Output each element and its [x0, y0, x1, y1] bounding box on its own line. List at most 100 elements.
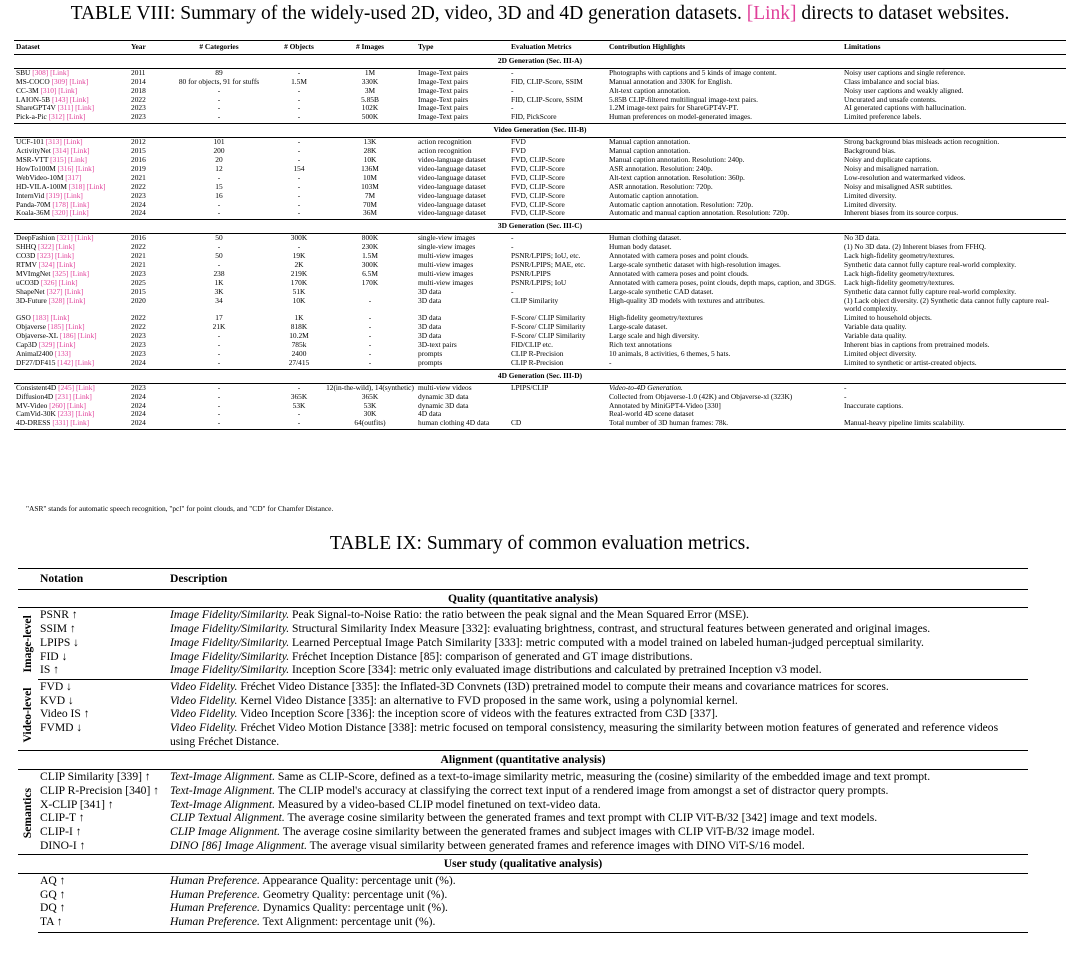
cell: - [217, 409, 221, 419]
data-row: SHHQ [322] [Link] 2022- -230K single-view i… [14, 242, 1066, 252]
description-lead: Human Preference. [170, 901, 260, 915]
cell: 2K [294, 259, 304, 269]
cell: 2012 [131, 137, 146, 147]
cell: Large-scale synthetic CAD dataset. [609, 286, 714, 296]
cell: FVD, CLIP-Score [511, 199, 565, 209]
cell: - [217, 400, 221, 410]
description-lead: Text-Image Alignment. [170, 783, 275, 797]
cell: 70M [363, 199, 377, 209]
title-text: TABLE VIII: Summary of the widely-used 2… [70, 3, 742, 24]
dataset-ref[interactable]: [310] [Link] [40, 85, 78, 95]
cell: - [368, 340, 372, 350]
dataset-ref[interactable]: [245] [Link] [58, 382, 95, 392]
dataset-cell: Objaverse [185] [Link] [14, 322, 129, 332]
dataset-ref[interactable]: [309] [Link] [51, 76, 89, 86]
cell: 2024 [129, 358, 164, 370]
dataset-ref[interactable]: [325] [Link] [52, 268, 90, 278]
dataset-ref[interactable]: [178] [Link] [52, 199, 90, 209]
dataset-ref[interactable]: [327] [Link] [46, 286, 84, 296]
description-lead: Image Fidelity/Similarity. [170, 649, 290, 663]
cell: Photographs with captions and 5 kinds of… [609, 67, 777, 77]
cell: Uncurated and unsafe contents. [844, 94, 937, 104]
section-row: User study (qualitative analysis) [18, 854, 1028, 875]
cell: 500K [324, 112, 416, 125]
notation: CLIP-T ↑ [40, 811, 85, 825]
cell: Annotated with camera poses, point cloud… [609, 277, 836, 287]
cell: 230K [361, 242, 379, 252]
table9-title: TABLE IX: Summary of common evaluation m… [329, 533, 751, 554]
cell: ASR annotation. Resolution: 720p. [609, 181, 713, 191]
dataset-ref[interactable]: [320] [Link] [51, 208, 89, 218]
cell: - [297, 382, 301, 392]
dataset-ref[interactable]: [186] [Link] [59, 331, 97, 341]
dataset-ref[interactable]: [319] [Link] [46, 190, 83, 200]
dataset-ref[interactable]: [260] [Link] [49, 400, 86, 410]
dataset-ref[interactable]: [311] [Link] [57, 103, 95, 113]
dataset-ref[interactable]: [313] [Link] [45, 137, 83, 147]
cell: - [297, 242, 301, 252]
dataset-ref[interactable]: [312] [Link] [48, 112, 86, 122]
dataset-ref[interactable]: [315] [Link] [50, 154, 87, 164]
dataset-ref[interactable]: [308] [Link] [32, 67, 69, 77]
cell: 15 [215, 181, 223, 191]
data-row: MSR-VTT [315] [Link] 2016 20-10K video-lang… [14, 154, 1066, 165]
dataset-ref[interactable]: [323] [Link] [37, 251, 74, 261]
dataset-name: UCF-101 [16, 137, 44, 147]
dataset-ref[interactable]: [133] [54, 349, 71, 358]
title-link[interactable]: [Link] [746, 3, 797, 24]
section-title: User study (qualitative analysis) [18, 854, 1028, 875]
cell: FID, CLIP-Score, SSIM [511, 94, 583, 104]
dataset-cell: MS-COCO [309] [Link] [14, 76, 129, 87]
dataset-name: MS-COCO [16, 76, 50, 86]
dataset-ref[interactable]: [142] [Link] [57, 357, 95, 367]
cell: video-language dataset [418, 181, 486, 191]
cell: Alt-text caption annotation. Resolution:… [609, 172, 745, 182]
cell: 2023 [131, 190, 146, 200]
data-row: 3D-Future [328] [Link] 2020 34 10K -3D data C… [14, 295, 1066, 315]
data-row: ShapeNet [327] [Link] 2015 3K 51K 3D data - La… [14, 286, 1066, 297]
section-row: Quality (quantitative analysis) [18, 588, 1028, 609]
section-title: Quality (quantitative analysis) [18, 588, 1028, 609]
dataset-ref[interactable]: [314] [Link] [52, 146, 90, 156]
dataset-name: uCO3D [16, 277, 39, 287]
cell: - [511, 286, 514, 296]
dataset-ref[interactable]: [183] [Link] [32, 313, 70, 323]
cell: multi-view images [418, 277, 474, 287]
dataset-ref[interactable]: [331] [Link] [52, 418, 90, 428]
section-title: 3D Generation (Sec. III-C) [14, 219, 1066, 235]
cell: PSNR/LPIPS; MAE, etc. [511, 259, 586, 269]
description: Image Fidelity/Similarity. Inception Sco… [168, 663, 1028, 680]
cell: FID, PickScore [509, 112, 607, 125]
dataset-ref[interactable]: [143] [Link] [51, 94, 89, 104]
dataset-ref[interactable]: [329] [Link] [38, 340, 76, 350]
cell: 2025 [131, 277, 146, 287]
data-row: InternVid [319] [Link] 2023 16-7M video-lan… [14, 190, 1066, 201]
cell: - [217, 242, 221, 252]
dataset-ref[interactable]: [317] [65, 172, 82, 182]
description-text: The CLIP model's accuracy at classifying… [277, 783, 889, 797]
dataset-ref[interactable]: [321] [Link] [56, 233, 94, 243]
cell: multi-view images [418, 259, 474, 269]
cell: - [217, 340, 221, 350]
dataset-ref[interactable]: [322] [Link] [37, 242, 75, 252]
cell: High-quality 3D models with textures and… [609, 295, 765, 305]
description-lead: CLIP Image Alignment. [170, 824, 281, 838]
dataset-ref[interactable]: [231] [Link] [55, 391, 92, 401]
dataset-ref[interactable]: [324] [Link] [38, 259, 76, 269]
dataset-ref[interactable]: [328] [Link] [48, 295, 86, 305]
cell: 2011 [131, 67, 146, 77]
dataset-ref[interactable]: [326] [Link] [40, 277, 78, 287]
dataset-cell: Cap3D [329] [Link] [14, 340, 129, 350]
metric-row: KVD ↓ Video Fidelity. Kernel Video Distan… [18, 694, 1028, 708]
cell: - [324, 358, 416, 370]
notation: DQ ↑ [40, 901, 66, 915]
dataset-ref[interactable]: [185] [Link] [47, 322, 85, 332]
cell: Large-scale dataset. [609, 322, 668, 332]
cell: 2022 [131, 94, 146, 104]
dataset-ref[interactable]: [318] [Link] [68, 181, 106, 191]
cell: - [368, 295, 372, 305]
dataset-ref[interactable]: [316] [Link] [57, 163, 95, 173]
dataset-ref[interactable]: [233] [Link] [57, 409, 95, 419]
dataset-cell: DeepFashion [321] [Link] [14, 233, 129, 243]
